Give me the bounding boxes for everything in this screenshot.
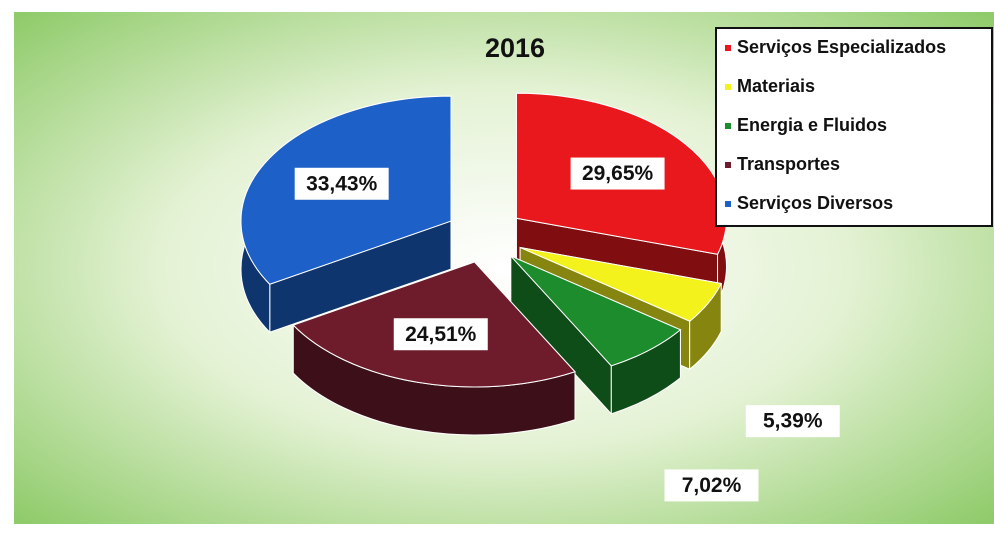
pie: 29,65% 5,39% 7,02% 24,51% 33,43% (240, 92, 840, 502)
data-label-text: 33,43% (306, 172, 378, 195)
legend-marker (725, 84, 731, 90)
slice-top (519, 246, 722, 322)
data-label-box (393, 318, 488, 351)
legend-label: Materiais (737, 76, 815, 96)
legend-label: Energia e Fluidos (737, 115, 887, 135)
legend-marker (725, 201, 731, 207)
data-label-box (294, 167, 389, 200)
slice (240, 95, 452, 334)
data-label: 24,51% (393, 318, 488, 351)
legend-label: Serviços Especializados (737, 37, 946, 57)
legend-label: Serviços Diversos (737, 193, 893, 213)
data-label: 7,02% (664, 469, 759, 502)
data-label: 5,39% (745, 405, 840, 438)
data-label: 33,43% (294, 167, 389, 200)
data-label-text: 29,65% (582, 162, 654, 185)
legend-marker (725, 162, 731, 168)
chart-title: 2016 (485, 33, 545, 63)
data-label-box (745, 405, 840, 438)
slice (510, 254, 682, 416)
data-label-box (570, 157, 665, 190)
data-label-text: 24,51% (405, 323, 477, 346)
legend-marker (725, 123, 731, 129)
legend-label: Transportes (737, 154, 840, 174)
data-label-box (664, 469, 759, 502)
data-label-text: 5,39% (763, 410, 823, 433)
legend: Serviços Especializados Materiais Energia … (725, 37, 946, 213)
data-label-text: 7,02% (682, 474, 742, 497)
data-label: 29,65% (570, 157, 665, 190)
legend-box (715, 27, 993, 227)
slice-top (510, 255, 682, 367)
legend-marker (725, 45, 731, 51)
